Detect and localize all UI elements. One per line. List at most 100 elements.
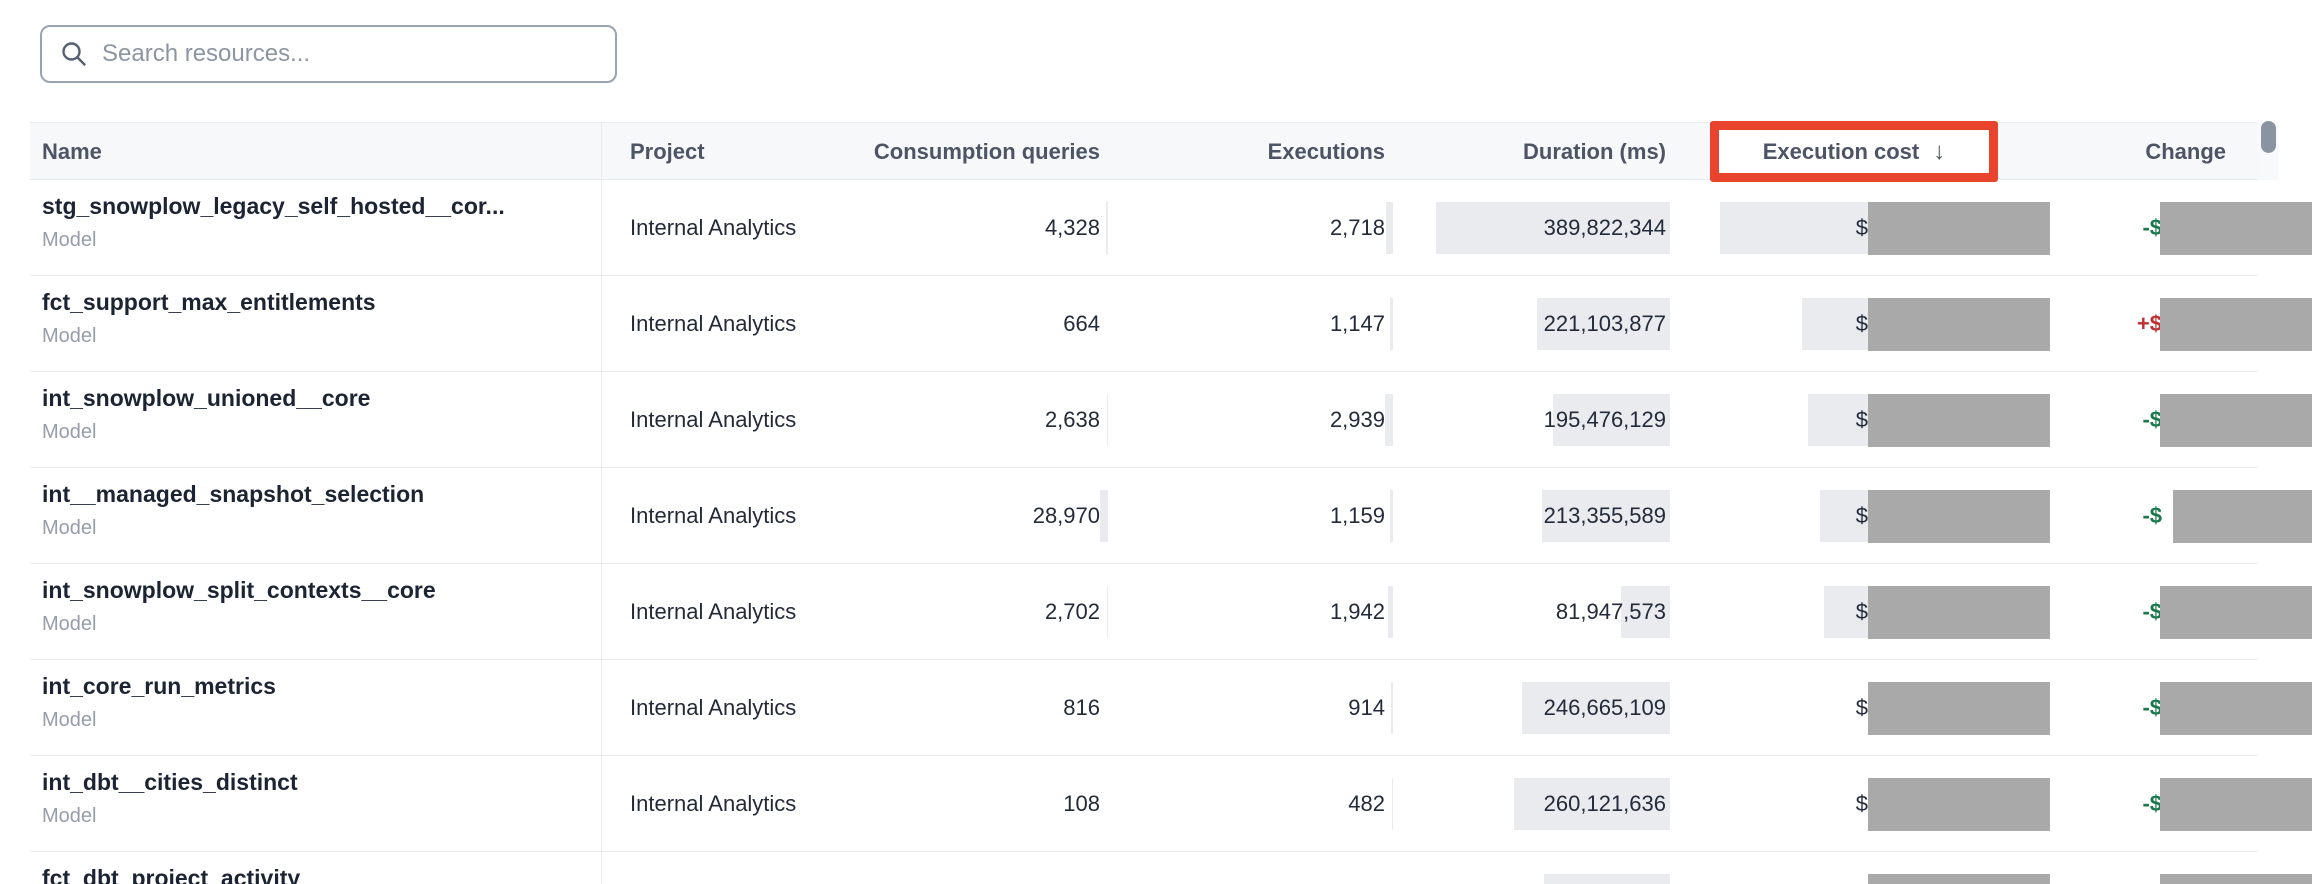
table-row[interactable]: int__managed_snapshot_selection Model In…: [30, 468, 2312, 564]
column-header-execution-cost[interactable]: Execution cost: [1762, 138, 1920, 164]
column-header-project[interactable]: Project: [630, 139, 705, 164]
executions-cell: 914: [1348, 695, 1385, 720]
execution-cost-redaction-box: [1868, 490, 2050, 543]
project-cell: Internal Analytics: [630, 215, 797, 240]
resource-name-cell[interactable]: fct_dbt_project_activity: [42, 865, 300, 884]
sort-descending-icon: ↓: [1933, 137, 1946, 165]
resource-type-label: Model: [42, 613, 97, 635]
change-redaction-box: [2160, 874, 2312, 884]
executions-value-bar: [1391, 682, 1393, 734]
project-cell: Internal Analytics: [630, 695, 797, 720]
change-sign: -$: [2142, 407, 2162, 432]
change-sign: -$: [2142, 695, 2162, 720]
resource-name[interactable]: int_snowplow_split_contexts__core: [42, 577, 436, 603]
execution-cost-currency: $: [1855, 503, 1868, 528]
table-row[interactable]: int_dbt__cities_distinct Model Internal …: [30, 756, 2312, 852]
duration-cell: 221,103,877: [1543, 311, 1666, 336]
execution-cost-redaction-box: [1868, 874, 2050, 884]
column-header-change[interactable]: Change: [2145, 139, 2226, 164]
execution-cost-redaction-box: [1868, 394, 2050, 447]
table-row[interactable]: stg_snowplow_legacy_self_hosted__cor... …: [30, 180, 2312, 276]
execution-cost-redaction-box: [1868, 778, 2050, 831]
cost-value-bar: [1808, 394, 1870, 446]
table-row[interactable]: int_snowplow_unioned__core Model Interna…: [30, 372, 2312, 468]
resource-type-label: Model: [42, 229, 97, 251]
execution-cost-redaction-box: [1868, 298, 2050, 351]
resource-name-cell[interactable]: stg_snowplow_legacy_self_hosted__cor... …: [42, 193, 505, 252]
executions-value-bar: [1392, 778, 1393, 830]
change-sign: -$: [2142, 791, 2162, 816]
resource-name-cell[interactable]: int_core_run_metrics Model: [42, 673, 276, 732]
column-header-consumption-queries[interactable]: Consumption queries: [873, 139, 1100, 164]
search-box[interactable]: [40, 25, 617, 83]
resource-name-cell[interactable]: int_snowplow_split_contexts__core Model: [42, 577, 436, 636]
row-divider: [30, 659, 2258, 660]
execution-cost-currency: $: [1855, 215, 1868, 240]
project-cell: Internal Analytics: [630, 599, 797, 624]
search-icon: [62, 42, 86, 66]
consumption-queries-cell: 2,702: [1044, 599, 1100, 624]
duration-cell: 81,947,573: [1555, 599, 1666, 624]
execution-cost-currency: $: [1856, 852, 1868, 884]
change-sign: -$: [2142, 215, 2162, 240]
project-cell: Internal Analytics: [630, 791, 797, 816]
resource-name[interactable]: stg_snowplow_legacy_self_hosted__cor...: [42, 193, 505, 219]
column-header-name[interactable]: Name: [42, 139, 102, 164]
resource-name-cell[interactable]: int__managed_snapshot_selection Model: [42, 481, 424, 540]
executions-cell: 482: [1348, 791, 1385, 816]
cost-value-bar: [1824, 586, 1870, 638]
table-row[interactable]: int_core_run_metrics Model Internal Anal…: [30, 660, 2312, 756]
table-row[interactable]: int_snowplow_split_contexts__core Model …: [30, 564, 2312, 660]
project-cell: Internal Analytics: [630, 311, 797, 336]
row-divider: [30, 755, 2258, 756]
cost-value-bar: [1820, 490, 1870, 542]
row-divider: [30, 371, 2258, 372]
duration-cell: 246,665,109: [1543, 695, 1666, 720]
executions-value-bar: [1390, 490, 1393, 542]
table-body: stg_snowplow_legacy_self_hosted__cor... …: [30, 180, 2312, 884]
column-header-executions[interactable]: Executions: [1267, 139, 1385, 164]
executions-value-bar: [1385, 394, 1393, 446]
resource-name[interactable]: int_core_run_metrics: [42, 673, 276, 699]
duration-cell: 213,355,589: [1543, 503, 1666, 528]
table-row[interactable]: fct_support_max_entitlements Model Inter…: [30, 276, 2312, 372]
duration-cell: 260,121,636: [1543, 791, 1666, 816]
executions-value-bar: [1390, 298, 1393, 350]
duration-value-bar: [1522, 682, 1670, 734]
resource-name[interactable]: int__managed_snapshot_selection: [42, 481, 425, 507]
cost-value-bar: [1802, 298, 1870, 350]
resource-type-label: Model: [42, 421, 97, 443]
execution-cost-redaction-box: [1868, 202, 2050, 255]
resource-type-label: Model: [42, 517, 97, 539]
execution-cost-redaction-box: [1868, 586, 2050, 639]
table-row[interactable]: fct_dbt_project_activity $: [30, 852, 2312, 884]
duration-value-bar: [1537, 298, 1670, 350]
change-sign: +$: [2136, 311, 2162, 336]
resource-type-label: Model: [42, 325, 97, 347]
change-sign: -$: [2142, 503, 2162, 528]
duration-value-bar: [1544, 874, 1670, 884]
scrollbar-thumb[interactable]: [2261, 121, 2276, 153]
column-header-duration[interactable]: Duration (ms): [1523, 139, 1666, 164]
change-redaction-box: [2160, 682, 2312, 735]
resource-name[interactable]: fct_dbt_project_activity: [42, 865, 301, 884]
resource-type-label: Model: [42, 805, 97, 827]
executions-cell: 1,942: [1329, 599, 1385, 624]
executions-cell: 2,718: [1329, 215, 1385, 240]
duration-cell: 195,476,129: [1543, 407, 1666, 432]
resource-name-cell[interactable]: int_snowplow_unioned__core Model: [42, 385, 370, 444]
duration-value-bar: [1621, 586, 1670, 638]
resource-name-cell[interactable]: int_dbt__cities_distinct Model: [42, 769, 298, 828]
resource-name[interactable]: int_dbt__cities_distinct: [42, 769, 298, 795]
execution-cost-currency: $: [1855, 695, 1868, 720]
duration-value-bar: [1553, 394, 1670, 446]
change-redaction-box: [2173, 490, 2312, 543]
execution-cost-currency: $: [1855, 311, 1868, 336]
execution-cost-annotation-box[interactable]: Execution cost ↓: [1710, 121, 1998, 182]
resource-name-cell[interactable]: fct_support_max_entitlements Model: [42, 289, 376, 348]
project-cell: Internal Analytics: [630, 503, 797, 528]
search-input[interactable]: [102, 27, 615, 81]
resource-name[interactable]: int_snowplow_unioned__core: [42, 385, 371, 411]
resource-name[interactable]: fct_support_max_entitlements: [42, 289, 376, 315]
